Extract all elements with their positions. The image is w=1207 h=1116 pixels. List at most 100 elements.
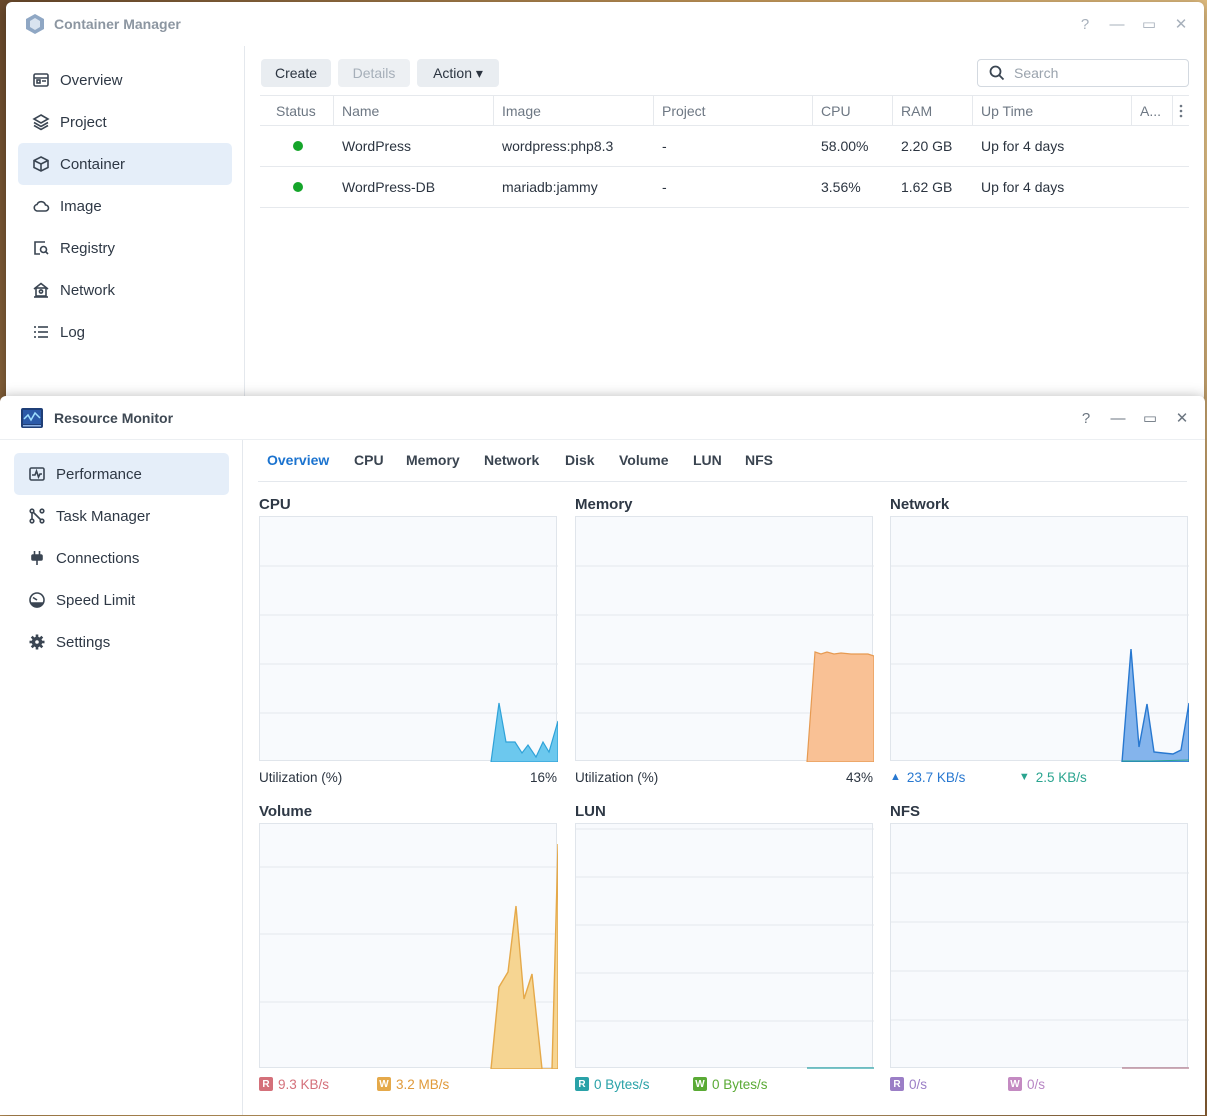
minimize-button[interactable]: —: [1110, 409, 1126, 427]
minimize-button[interactable]: —: [1109, 15, 1125, 33]
panel-title: LUN: [575, 803, 606, 820]
list-icon: [30, 321, 52, 343]
sidebar: Performance Task Manager Connections Spe…: [0, 440, 243, 1115]
column-name[interactable]: Name: [334, 96, 494, 125]
performance-icon: [26, 463, 48, 485]
volume-write-value: 3.2 MB/s: [396, 1076, 450, 1092]
window-title: Container Manager: [54, 16, 181, 32]
create-button[interactable]: Create: [261, 59, 331, 87]
memory-area: [806, 651, 874, 762]
sidebar-item-label: Container: [60, 155, 126, 173]
cpu-area: [490, 702, 558, 762]
sidebar-item-image[interactable]: Image: [18, 185, 232, 227]
tab-memory[interactable]: Memory: [406, 452, 460, 468]
panel-title: Network: [890, 496, 950, 513]
table-row[interactable]: WordPress-DB mariadb:jammy - 3.56% 1.62 …: [260, 167, 1189, 208]
network-download-line: [1122, 759, 1189, 762]
write-badge-icon: W: [377, 1077, 391, 1091]
container-ram: 1.62 GB: [901, 179, 953, 195]
column-cpu[interactable]: CPU: [813, 96, 893, 125]
sidebar-item-registry[interactable]: Registry: [18, 227, 232, 269]
sidebar-item-task-manager[interactable]: Task Manager: [14, 495, 229, 537]
sidebar-item-network[interactable]: Network: [18, 269, 232, 311]
volume-area: [490, 843, 558, 1069]
sidebar-item-label: Overview: [60, 71, 123, 89]
search-input[interactable]: [1014, 65, 1174, 81]
network-icon: [30, 279, 52, 301]
container-project: -: [662, 179, 667, 195]
resource-monitor-window: Resource Monitor ? — ▭ ✕ Performance Tas…: [0, 396, 1205, 1115]
tab-nfs[interactable]: NFS: [745, 452, 773, 468]
help-button[interactable]: ?: [1080, 15, 1090, 33]
read-badge-icon: R: [575, 1077, 589, 1091]
container-image: wordpress:php8.3: [502, 138, 614, 154]
sidebar-item-label: Performance: [56, 465, 142, 483]
panel-footer: ▲ 23.7 KB/s ▼ 2.5 KB/s: [890, 768, 1188, 786]
panel-title: Memory: [575, 496, 633, 513]
container-image: mariadb:jammy: [502, 179, 598, 195]
cube-icon: [30, 153, 52, 175]
read-badge-icon: R: [259, 1077, 273, 1091]
action-dropdown-button[interactable]: Action ▾: [417, 59, 499, 87]
sidebar-item-speed-limit[interactable]: Speed Limit: [14, 579, 229, 621]
write-badge-icon: W: [693, 1077, 707, 1091]
status-running-icon: [293, 126, 303, 166]
sidebar-item-label: Log: [60, 323, 86, 341]
nfs-read-value: 0/s: [909, 1076, 928, 1092]
column-image[interactable]: Image: [494, 96, 654, 125]
column-uptime[interactable]: Up Time: [973, 96, 1132, 125]
resource-monitor-logo-icon: [21, 407, 43, 428]
column-ram[interactable]: RAM: [893, 96, 973, 125]
network-upload-area: [1121, 648, 1189, 762]
help-button[interactable]: ?: [1081, 409, 1091, 427]
volume-graph: [259, 823, 558, 1069]
tab-overview[interactable]: Overview: [267, 452, 330, 468]
panel-footer: R 0/s W 0/s: [890, 1075, 1188, 1093]
read-badge-icon: R: [890, 1077, 904, 1091]
panel-title: NFS: [890, 803, 920, 820]
search-box: [977, 59, 1189, 87]
download-arrow-icon: ▼: [1018, 771, 1030, 783]
container-table: Status Name Image Project CPU RAM Up Tim…: [260, 95, 1189, 208]
nfs-write-value: 0/s: [1027, 1076, 1046, 1092]
sidebar-item-label: Connections: [56, 549, 140, 567]
sidebar-item-label: Registry: [60, 239, 116, 257]
sidebar-item-label: Image: [60, 197, 102, 215]
memory-utilization-value: 43%: [845, 769, 873, 785]
cpu-utilization-value: 16%: [529, 769, 557, 785]
gear-icon: [26, 631, 48, 653]
sidebar-item-connections[interactable]: Connections: [14, 537, 229, 579]
sidebar-item-project[interactable]: Project: [18, 101, 232, 143]
maximize-button[interactable]: ▭: [1141, 16, 1157, 33]
column-status[interactable]: Status: [260, 96, 334, 125]
tab-network[interactable]: Network: [484, 452, 540, 468]
panel-footer: Utilization (%) 16%: [259, 768, 557, 786]
container-project: -: [662, 138, 667, 154]
sidebar: Overview Project Container Image Registr…: [6, 46, 245, 402]
sidebar-item-settings[interactable]: Settings: [14, 621, 229, 663]
tab-disk[interactable]: Disk: [565, 452, 595, 468]
tab-cpu[interactable]: CPU: [354, 452, 384, 468]
column-project[interactable]: Project: [654, 96, 813, 125]
task-manager-icon: [26, 505, 48, 527]
cloud-icon: [30, 195, 52, 217]
tab-lun[interactable]: LUN: [693, 452, 722, 468]
table-row[interactable]: WordPress wordpress:php8.3 - 58.00% 2.20…: [260, 126, 1189, 167]
sidebar-item-label: Speed Limit: [56, 591, 136, 609]
sidebar-item-container[interactable]: Container: [18, 143, 232, 185]
close-button[interactable]: ✕: [1175, 410, 1189, 427]
sidebar-item-log[interactable]: Log: [18, 311, 232, 353]
sidebar-item-label: Network: [60, 281, 116, 299]
overview-icon: [30, 69, 52, 91]
sidebar-item-overview[interactable]: Overview: [18, 59, 232, 101]
sidebar-item-performance[interactable]: Performance: [14, 453, 229, 495]
details-button[interactable]: Details: [338, 59, 410, 87]
panel-footer: R 0 Bytes/s W 0 Bytes/s: [575, 1075, 873, 1093]
title-bar: Container Manager: [6, 2, 1204, 46]
maximize-button[interactable]: ▭: [1142, 410, 1158, 427]
column-options-icon[interactable]: [1173, 96, 1189, 125]
tab-volume[interactable]: Volume: [619, 452, 669, 468]
close-button[interactable]: ✕: [1174, 16, 1188, 33]
column-more[interactable]: A...: [1132, 96, 1173, 125]
lun-write-value: 0 Bytes/s: [712, 1076, 768, 1092]
